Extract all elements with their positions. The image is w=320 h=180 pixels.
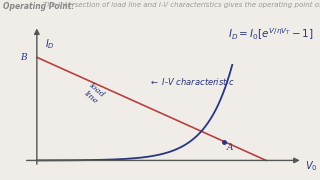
Text: load
line: load line (82, 82, 107, 107)
Text: $I_D = I_0\left[e^{V/\eta V_T} - 1\right]$: $I_D = I_0\left[e^{V/\eta V_T} - 1\right… (228, 26, 314, 42)
Text: $\leftarrow$ I-V characteristic: $\leftarrow$ I-V characteristic (149, 76, 235, 87)
Text: $I_D$: $I_D$ (45, 37, 54, 51)
Text: B: B (20, 53, 27, 62)
Text: A: A (227, 143, 234, 152)
Text: $V_0$: $V_0$ (305, 159, 318, 173)
Text: The intersection of load line and I-V characteristics gives the operating point : The intersection of load line and I-V ch… (43, 2, 320, 8)
Text: Operating Point:: Operating Point: (3, 2, 75, 11)
